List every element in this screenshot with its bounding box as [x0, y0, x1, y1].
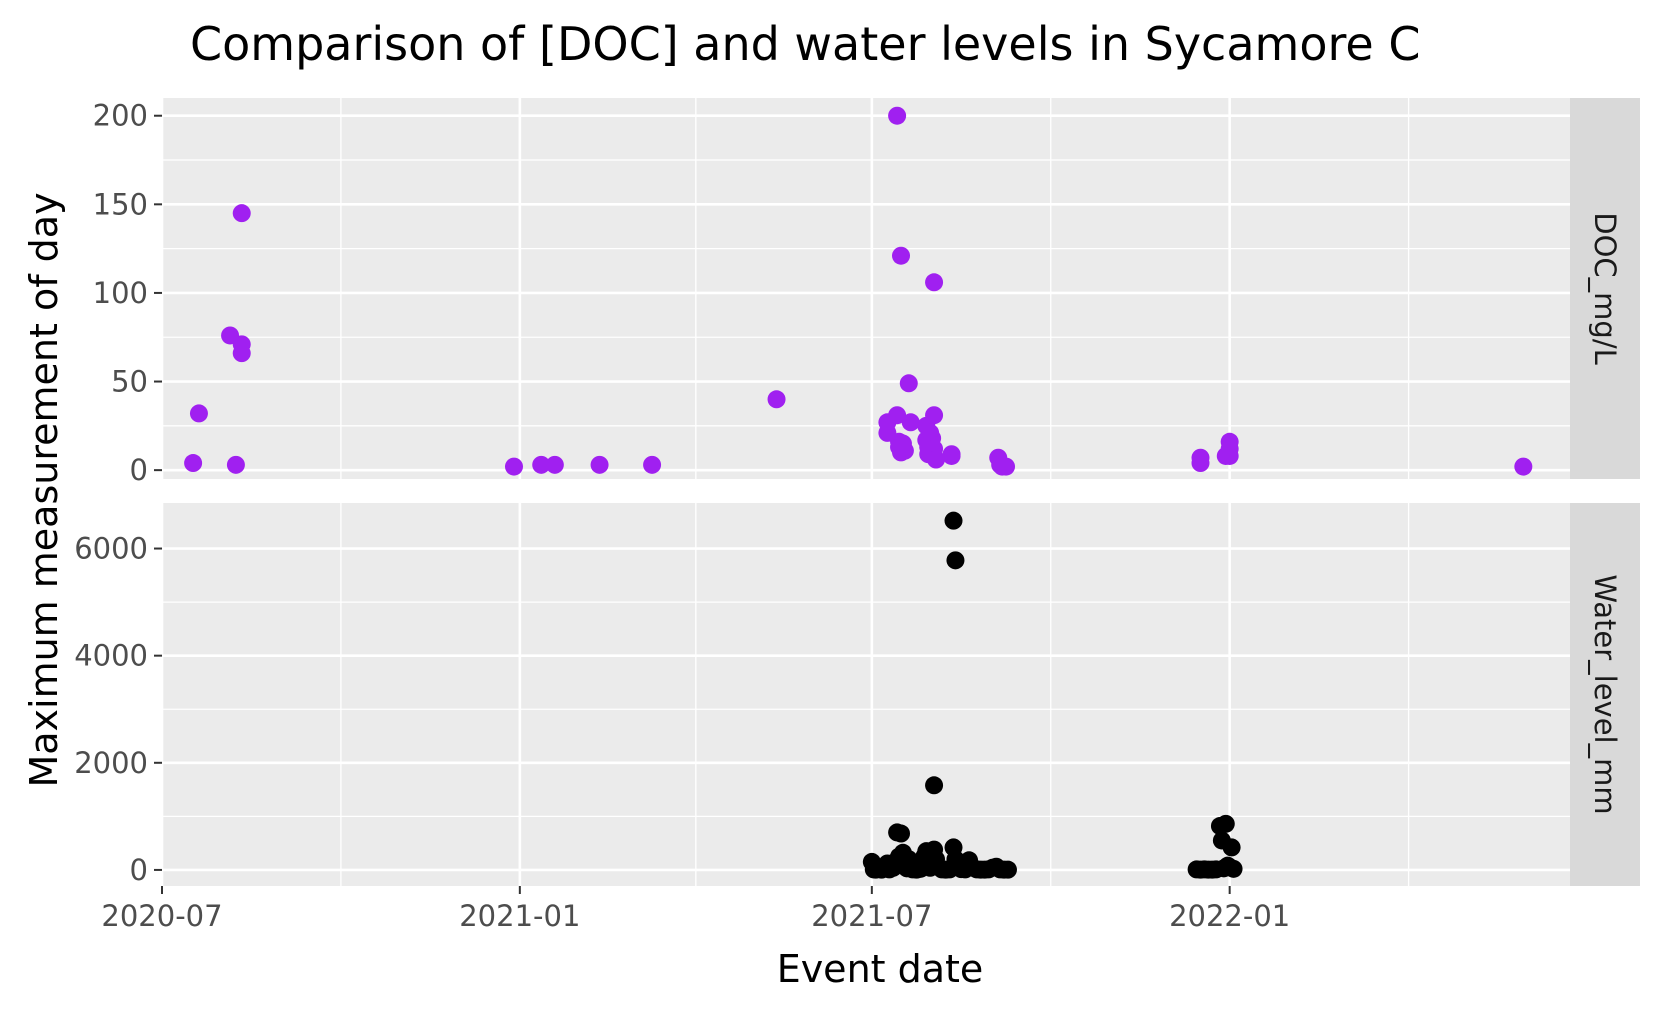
panel-background: [162, 503, 1570, 886]
y-tick-label: 0: [130, 453, 148, 487]
data-point: [545, 455, 564, 474]
data-point: [895, 441, 914, 460]
panel-1: 0 50 100 150 200 DOC_mg/L: [93, 98, 1640, 487]
chart-title: Comparison of [DOC] and water levels in …: [190, 17, 1420, 71]
data-point: [927, 450, 946, 469]
y-tick-label: 50: [111, 365, 148, 399]
data-point: [590, 455, 609, 474]
y-tick-label: 200: [93, 99, 148, 133]
data-point: [226, 455, 245, 474]
facet-strip-label: Water_level_mm: [1588, 574, 1622, 814]
data-point: [189, 404, 208, 423]
data-point: [232, 344, 251, 363]
data-point: [925, 273, 944, 292]
data-point: [888, 406, 907, 425]
panel-background: [162, 98, 1570, 479]
data-point: [232, 204, 251, 223]
data-point: [942, 446, 961, 465]
data-point: [1191, 448, 1210, 467]
x-axis-title: Event date: [777, 947, 984, 991]
data-point: [892, 824, 911, 843]
y-tick-label: 4000: [74, 639, 148, 673]
data-point: [1514, 457, 1533, 476]
data-point: [888, 106, 907, 125]
data-point: [925, 776, 944, 795]
y-tick-label: 150: [93, 187, 148, 221]
panel-2: 0 2000 4000 6000 Water_level_mm: [74, 503, 1640, 887]
data-point: [1216, 814, 1235, 833]
data-point: [946, 551, 965, 570]
y-tick-label: 6000: [74, 532, 148, 566]
data-point: [643, 455, 662, 474]
x-tick-label: 2021-01: [459, 899, 580, 933]
data-point: [1220, 446, 1239, 465]
data-point: [925, 406, 944, 425]
y-tick-label: 100: [93, 276, 148, 310]
facet-strip: [1570, 98, 1640, 479]
facet-strip-label: DOC_mg/L: [1588, 212, 1622, 365]
data-point: [1224, 859, 1243, 878]
y-tick-label: 2000: [74, 746, 148, 780]
x-tick-label: 2021-07: [811, 899, 932, 933]
data-point: [767, 390, 786, 409]
data-point: [944, 511, 963, 530]
data-point: [997, 457, 1016, 476]
data-point: [1222, 838, 1241, 857]
y-axis-title: Maximum measurement of day: [22, 192, 66, 787]
facet-strip: [1570, 503, 1640, 886]
y-tick-label: 0: [130, 853, 148, 887]
data-point: [901, 413, 920, 432]
data-point: [899, 374, 918, 393]
x-tick-label: 2022-01: [1169, 899, 1290, 933]
data-point: [505, 457, 523, 476]
facet-panels: 0 50 100 150 200 DOC_mg/L 0 2000 4000 6000 Water_l…: [74, 98, 1640, 887]
x-axis: 2020-07 2021-01 2021-07 2022-01: [101, 886, 1290, 933]
x-tick-label: 2020-07: [101, 899, 222, 933]
data-point: [892, 246, 911, 265]
data-point: [184, 454, 203, 473]
data-point: [998, 860, 1017, 879]
data-point: [532, 455, 551, 474]
